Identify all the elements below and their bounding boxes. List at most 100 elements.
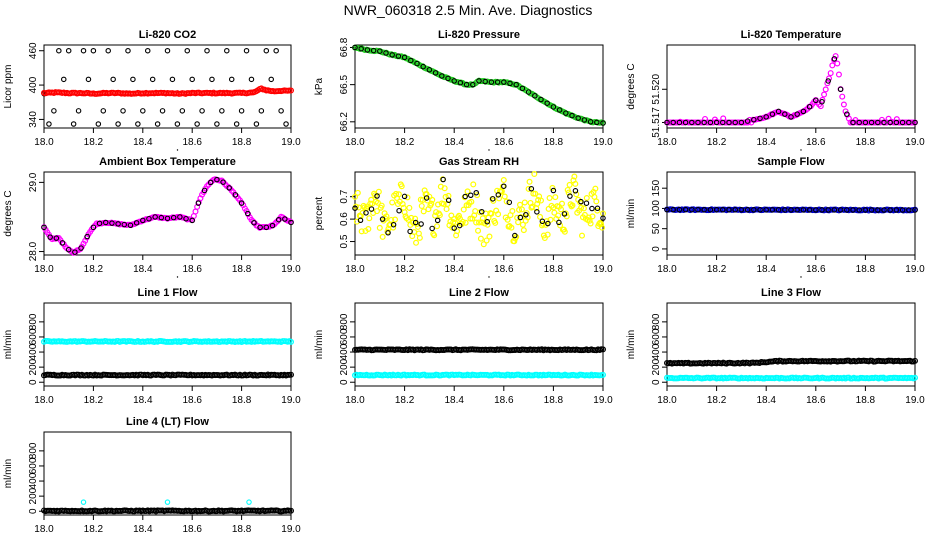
y-tick-label: 340 [28, 111, 39, 128]
data-point [78, 245, 84, 251]
data-point [826, 75, 833, 82]
chart-sample: Sample Flow 18.0 18.2 18.4 18.6 18.8 19.0 0 50 10… [626, 156, 925, 278]
data-point [546, 195, 553, 202]
data-point [154, 121, 161, 127]
data-point [800, 108, 807, 115]
series-sample-flow [663, 206, 918, 214]
data-point [484, 221, 491, 228]
data-point [599, 371, 606, 378]
data-point [440, 176, 446, 183]
y-tick-label: 800 [28, 313, 39, 330]
data-point [434, 201, 441, 208]
data-point [893, 119, 900, 126]
data-point [664, 119, 670, 126]
data-point [177, 214, 183, 220]
y-tick-label: 460 [28, 42, 39, 59]
data-point [526, 178, 533, 185]
axis-artifact [176, 276, 179, 278]
data-point [477, 235, 484, 242]
data-point [689, 206, 695, 213]
x-tick-label: 18.0 [345, 137, 365, 148]
data-point [473, 189, 479, 196]
data-point [532, 93, 538, 99]
x-tick-label: 18.4 [756, 264, 776, 275]
data-point [288, 338, 295, 345]
data-point [379, 216, 386, 222]
data-point [408, 57, 414, 64]
data-point [549, 184, 556, 191]
data-point [359, 209, 366, 216]
chart-line4: Line 4 (LT) Flow 18.0 18.2 18.4 18.6 18.8 19.0… [3, 416, 301, 535]
data-point [887, 207, 893, 213]
data-point [474, 192, 481, 199]
x-tick-label: 18.8 [856, 137, 876, 148]
series-line-flow-other- [80, 499, 252, 505]
data-point [816, 101, 823, 108]
data-point [120, 108, 126, 114]
x-tick-label: 18.4 [133, 395, 153, 406]
data-point [794, 207, 800, 213]
data-point [769, 207, 776, 213]
data-point [561, 228, 568, 235]
data-point [599, 346, 606, 353]
data-point [46, 121, 52, 127]
y-tick-label: 150 [651, 179, 662, 196]
data-point [763, 207, 769, 213]
data-point [377, 48, 383, 54]
y-tick-label: 29.0 [28, 172, 39, 192]
data-point [269, 222, 276, 229]
data-point [442, 193, 449, 200]
data-point [282, 216, 288, 222]
data-point [406, 204, 413, 211]
data-point [545, 220, 551, 227]
y-tick-label: 600 [28, 328, 39, 345]
x-tick-label: 18.8 [544, 264, 564, 275]
axis-artifact [800, 149, 802, 151]
data-point [528, 185, 535, 192]
x-tick-label: 18.2 [395, 395, 415, 406]
series-temperature [663, 53, 918, 126]
data-point [825, 78, 831, 84]
data-point [844, 111, 850, 117]
data-point [744, 207, 751, 213]
data-point [374, 193, 380, 199]
data-point [423, 195, 430, 201]
plot-frame [354, 171, 604, 256]
x-tick-label: 18.6 [806, 395, 826, 406]
data-point [578, 198, 584, 205]
data-point [374, 199, 381, 206]
data-point [408, 214, 415, 221]
data-point [479, 208, 485, 215]
data-point [476, 219, 483, 226]
data-point [395, 53, 402, 59]
data-point [551, 209, 558, 216]
data-point [492, 219, 499, 226]
data-point [432, 70, 439, 76]
data-point [483, 237, 490, 244]
data-point [567, 193, 573, 199]
y-tick-label: 600 [28, 457, 39, 474]
data-point [732, 207, 738, 213]
data-point [358, 45, 364, 52]
data-point [775, 108, 782, 115]
data-point [538, 96, 544, 103]
data-point [571, 173, 578, 180]
axis-artifact [176, 149, 179, 151]
data-point [100, 108, 107, 114]
x-tick-label: 18.2 [84, 137, 104, 148]
chart-title: Line 4 (LT) Flow [126, 416, 209, 428]
y-axis-label: degrees C [3, 190, 14, 236]
data-point [856, 207, 862, 213]
data-point [539, 218, 546, 225]
y-axis-label: Licor ppm [3, 65, 14, 109]
chart-title: Li-820 CO2 [139, 29, 196, 41]
data-point [488, 210, 495, 217]
data-point [558, 206, 565, 213]
series-rh [352, 170, 606, 248]
data-point [480, 241, 487, 248]
data-point [521, 199, 528, 206]
x-tick-label: 18.8 [232, 137, 252, 148]
data-point [837, 86, 844, 93]
data-point [547, 216, 554, 223]
chart-line1: Line 1 Flow 18.0 18.2 18.4 18.6 18.8 19.0 0 2004… [3, 287, 301, 406]
